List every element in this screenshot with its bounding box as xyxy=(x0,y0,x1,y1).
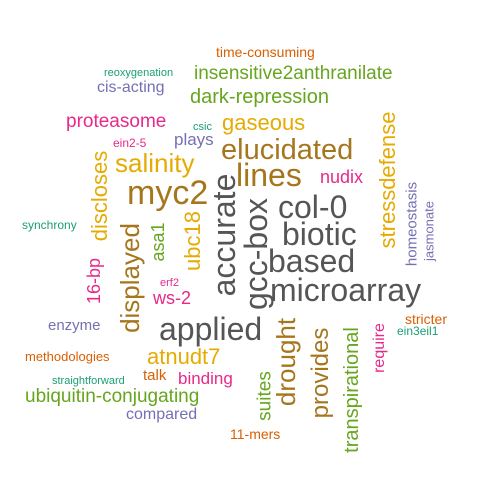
word-transpirational: transpirational xyxy=(341,327,363,453)
word-accurate: accurate xyxy=(206,173,242,297)
word-binding: binding xyxy=(178,369,233,388)
word-enzyme: enzyme xyxy=(48,317,101,334)
word-cis-acting: cis-acting xyxy=(97,79,165,96)
word-proteasome: proteasome xyxy=(66,111,167,132)
word-require: require xyxy=(371,323,388,373)
word-ubc18: ubc18 xyxy=(180,211,205,271)
word-displayed: displayed xyxy=(115,223,145,333)
word-drought: drought xyxy=(271,317,301,407)
word-gcc-box: gcc-box xyxy=(238,197,274,311)
word-suites: suites xyxy=(254,371,276,421)
word-nudix: nudix xyxy=(320,167,364,187)
word-provides: provides xyxy=(307,327,334,419)
word-synchrony: synchrony xyxy=(22,218,77,232)
word-jasmonate: jasmonate xyxy=(421,201,437,261)
word-16-bp: 16-bp xyxy=(84,257,104,305)
word-time-consuming: time-consuming xyxy=(216,44,315,60)
word-talk: talk xyxy=(143,367,167,384)
word-microarray: microarray xyxy=(270,272,422,308)
word-stressdefense: stressdefense xyxy=(375,111,400,249)
word-myc2: myc2 xyxy=(127,174,209,212)
word-dark-repression: dark-repression xyxy=(190,86,329,108)
word-elucidated: elucidated xyxy=(221,134,354,166)
word-biotic: biotic xyxy=(282,216,357,252)
word-stricter: stricter xyxy=(405,311,447,327)
word-11-mers: 11-mers xyxy=(230,426,281,442)
word-ein3eil1: ein3eil1 xyxy=(397,324,439,338)
word-reoxygenation: reoxygenation xyxy=(104,67,174,79)
word-lines: lines xyxy=(236,157,302,193)
word-insensitive2anthranilate: insensitive2anthranilate xyxy=(194,63,393,84)
word-plays: plays xyxy=(174,130,214,149)
word-ubiquitin-conjugating: ubiquitin-conjugating xyxy=(25,386,200,407)
word-homeostasis: homeostasis xyxy=(403,181,421,267)
word-applied: applied xyxy=(159,311,263,347)
word-compared: compared xyxy=(126,406,198,423)
word-ws-2: ws-2 xyxy=(153,288,192,308)
word-discloses: discloses xyxy=(87,150,112,242)
word-csic: csic xyxy=(193,121,212,133)
word-straightforward: straightforward xyxy=(52,375,125,387)
word-atnudt7: atnudt7 xyxy=(147,344,221,369)
word-salinity: salinity xyxy=(115,148,195,178)
word-ein2-5: ein2-5 xyxy=(113,136,147,150)
word-col-0: col-0 xyxy=(278,189,348,225)
word-gaseous: gaseous xyxy=(222,110,306,135)
word-asa1: asa1 xyxy=(148,222,168,262)
word-erf2: erf2 xyxy=(160,277,179,289)
word-methodologies: methodologies xyxy=(25,349,110,364)
word-based: based xyxy=(268,243,356,279)
